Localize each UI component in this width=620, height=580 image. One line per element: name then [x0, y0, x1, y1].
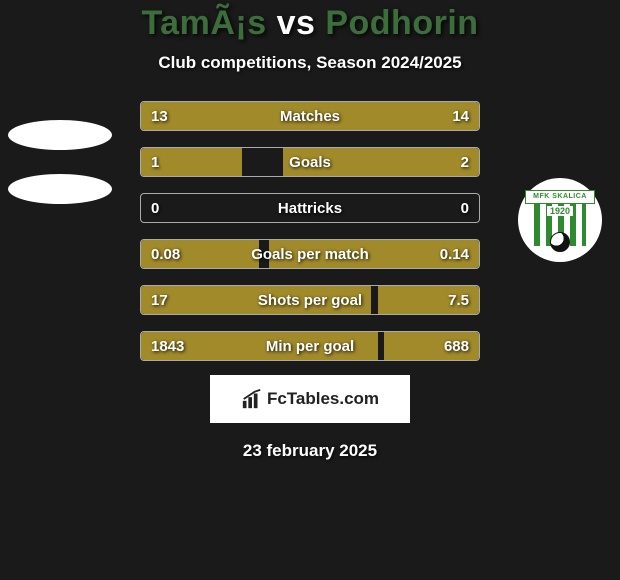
stat-label: Goals per match [141, 240, 479, 269]
stat-label: Min per goal [141, 332, 479, 361]
page-title: TamÃ¡s vs Podhorin [141, 4, 478, 43]
stat-row: 12Goals [140, 147, 480, 177]
chart-icon [241, 388, 263, 410]
ellipse-shape [8, 120, 112, 150]
date-text: 23 february 2025 [243, 441, 377, 461]
vs-text: vs [277, 4, 316, 42]
brand-box: FcTables.com [210, 375, 410, 423]
player2-name: Podhorin [325, 4, 478, 42]
stat-row: 1843688Min per goal [140, 331, 480, 361]
stat-row: 0.080.14Goals per match [140, 239, 480, 269]
stat-label: Hattricks [141, 194, 479, 223]
brand-text: FcTables.com [267, 389, 379, 409]
player1-name: TamÃ¡s [141, 4, 266, 42]
stat-row: 177.5Shots per goal [140, 285, 480, 315]
stat-label: Matches [141, 102, 479, 131]
left-logo-placeholder [8, 120, 118, 228]
badge-banner: MFK SKALICA [525, 190, 595, 204]
badge-circle: MFK SKALICA 1920 [518, 178, 602, 262]
stat-row: 1314Matches [140, 101, 480, 131]
club-badge: MFK SKALICA 1920 [518, 178, 602, 262]
badge-year: 1920 [547, 206, 573, 216]
stat-label: Goals [141, 148, 479, 177]
subtitle: Club competitions, Season 2024/2025 [158, 53, 461, 73]
stat-row: 00Hattricks [140, 193, 480, 223]
stats-panel: 1314Matches 12Goals 00Hattricks 0.080.14Goa… [140, 101, 480, 361]
soccer-ball-icon [550, 232, 570, 252]
ellipse-shape [8, 174, 112, 204]
stat-label: Shots per goal [141, 286, 479, 315]
